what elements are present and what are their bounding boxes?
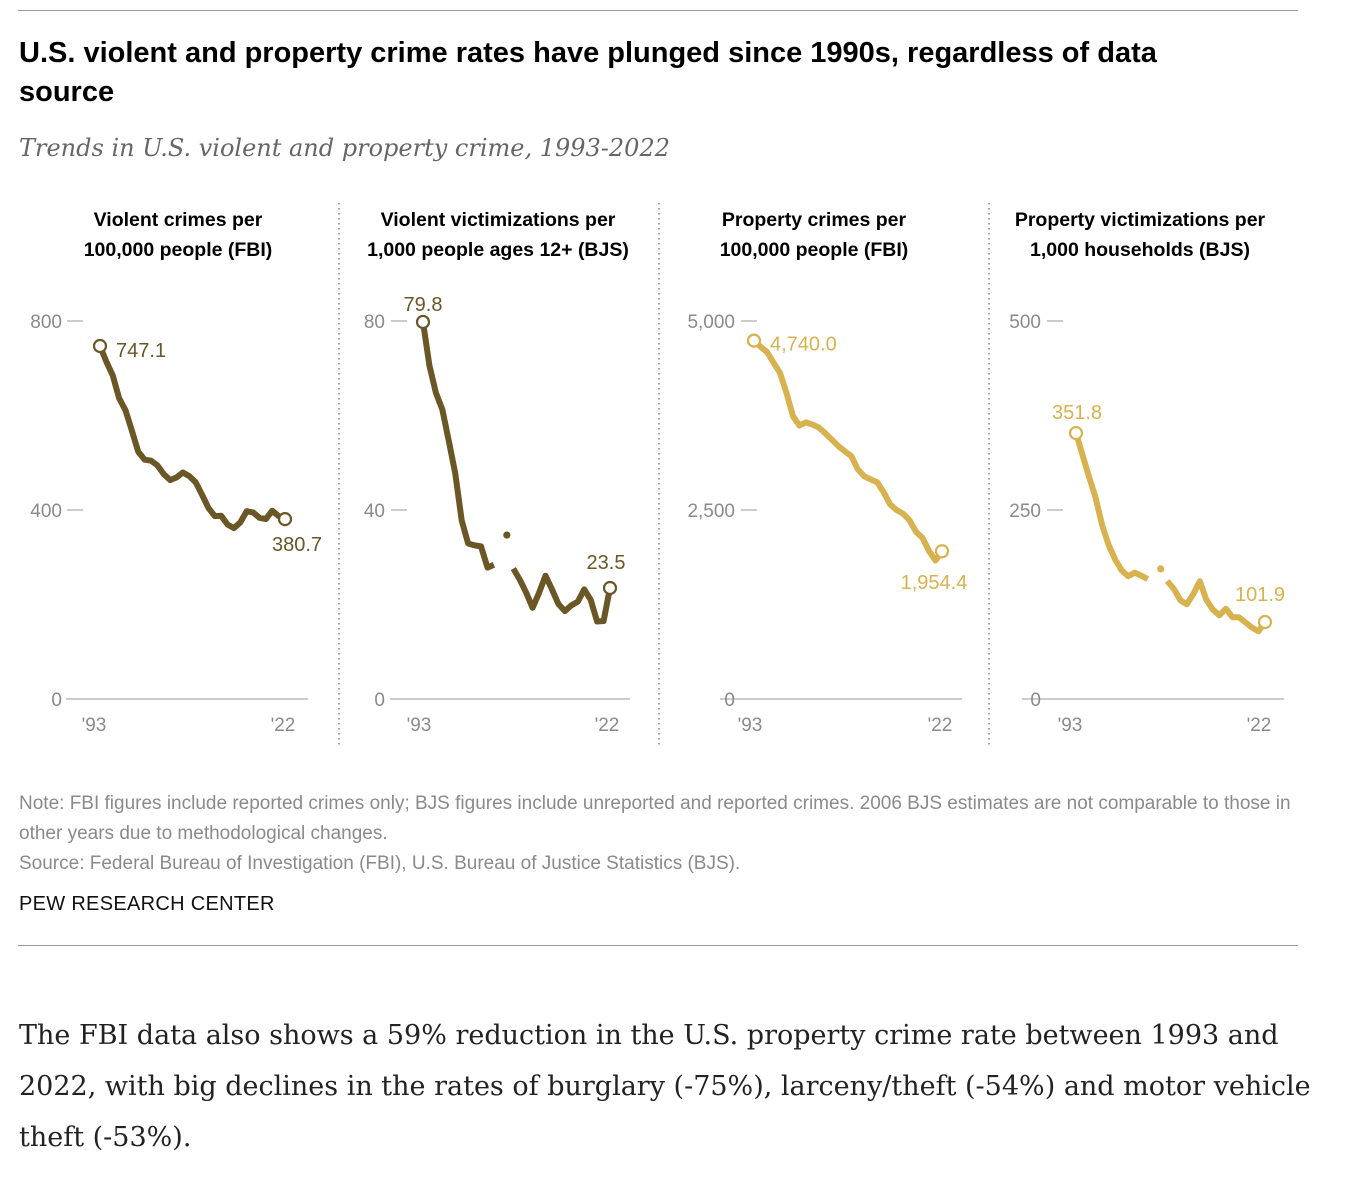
article-paragraph: The FBI data also shows a 59% reduction … <box>19 1020 1311 1153</box>
top-rule <box>18 10 1298 11</box>
bottom-rule <box>18 945 1298 946</box>
panel-4-end-marker <box>1257 614 1273 630</box>
panel-4-end-label: 101.9 <box>1235 584 1285 606</box>
panel-2-isolated-point-1 <box>503 531 511 539</box>
panel-2-ytick-label-3: 80 <box>364 312 385 333</box>
panel-2-series-line-2 <box>510 567 613 625</box>
panel-4-xtick-end: '22 <box>1247 715 1272 736</box>
small-multiples: Violent crimes per 100,000 people (FBI) 0 4… <box>0 195 1352 755</box>
panel-4-series-line-1 <box>1073 432 1150 582</box>
panel-1-ytick-label-3: 800 <box>30 312 62 333</box>
panel-4-title-line-2: 1,000 households (BJS) <box>1030 239 1250 261</box>
panel-4-title-line-1: Property victimizations per <box>1015 209 1266 231</box>
panel-3-ytick-label-1: 0 <box>724 690 735 711</box>
panel-3-start-marker <box>746 333 762 348</box>
panel-1-ytick-label-2: 400 <box>30 501 62 522</box>
brand-label: PEW RESEARCH CENTER <box>19 893 275 915</box>
notes-block: Note: FBI figures include reported crime… <box>19 789 1299 879</box>
source-text: Source: Federal Bureau of Investigation … <box>19 853 741 874</box>
panel-2-title-line-1: Violent victimizations per <box>381 209 616 231</box>
panel-3-start-label: 4,740.0 <box>770 334 837 356</box>
panel-1-title-line-2: 100,000 people (FBI) <box>84 239 273 261</box>
panel-2-ytick-label-2: 40 <box>364 501 385 522</box>
panel-4-isolated-point-1 <box>1157 565 1165 573</box>
charts-svg: Violent crimes per 100,000 people (FBI) 0 4… <box>30 203 1285 747</box>
panel-4-xtick-start: '93 <box>1058 715 1083 736</box>
panel-3-ytick-label-3: 5,000 <box>687 312 735 333</box>
panel-4-ytick-label-1: 0 <box>1030 690 1041 711</box>
panel-3-ytick-label-2: 2,500 <box>687 501 735 522</box>
panel-2-series-line-1 <box>420 321 496 571</box>
panel-2-title-line-2: 1,000 people ages 12+ (BJS) <box>367 239 629 261</box>
note-text: Note: FBI figures include reported crime… <box>19 793 1291 844</box>
panel-1-end-label: 380.7 <box>272 534 322 556</box>
panel-2-xtick-start: '93 <box>407 715 432 736</box>
panel-4-start-marker <box>1068 425 1084 441</box>
panel-1-ytick-label-1: 0 <box>51 690 62 711</box>
panel-4-start-label: 351.8 <box>1052 402 1102 424</box>
panel-2-xtick-end: '22 <box>595 715 620 736</box>
panel-2-start-marker <box>415 314 431 330</box>
chart-subtitle: Trends in U.S. violent and property crim… <box>19 134 670 162</box>
chart-title: U.S. violent and property crime rates ha… <box>19 37 1157 108</box>
panel-1-end-marker <box>277 512 293 527</box>
panel-2-end-marker <box>602 580 618 596</box>
panel-3-end-label: 1,954.4 <box>901 572 968 594</box>
panel-1-start-label: 747.1 <box>116 340 166 362</box>
panel-2-start-label: 79.8 <box>404 294 443 316</box>
panel-4-ytick-label-3: 500 <box>1009 312 1041 333</box>
panel-3-xtick-end: '22 <box>928 715 953 736</box>
panel-3-xtick-start: '93 <box>738 715 763 736</box>
panel-4-ytick-label-2: 250 <box>1009 501 1041 522</box>
panel-3-end-marker <box>934 544 950 559</box>
panel-4-series-line-2 <box>1164 578 1268 635</box>
panel-1-series-line-1 <box>97 344 287 532</box>
panel-3-title-line-2: 100,000 people (FBI) <box>720 239 909 261</box>
panel-3-title-line-1: Property crimes per <box>722 209 907 231</box>
panel-1-xtick-end: '22 <box>271 715 296 736</box>
panel-1-start-marker <box>92 338 108 354</box>
panel-1-title-line-1: Violent crimes per <box>94 209 263 231</box>
panel-3-series-line-1 <box>751 338 945 564</box>
panel-2-ytick-label-1: 0 <box>374 690 385 711</box>
panel-2-end-label: 23.5 <box>587 552 626 574</box>
panel-1-xtick-start: '93 <box>82 715 107 736</box>
